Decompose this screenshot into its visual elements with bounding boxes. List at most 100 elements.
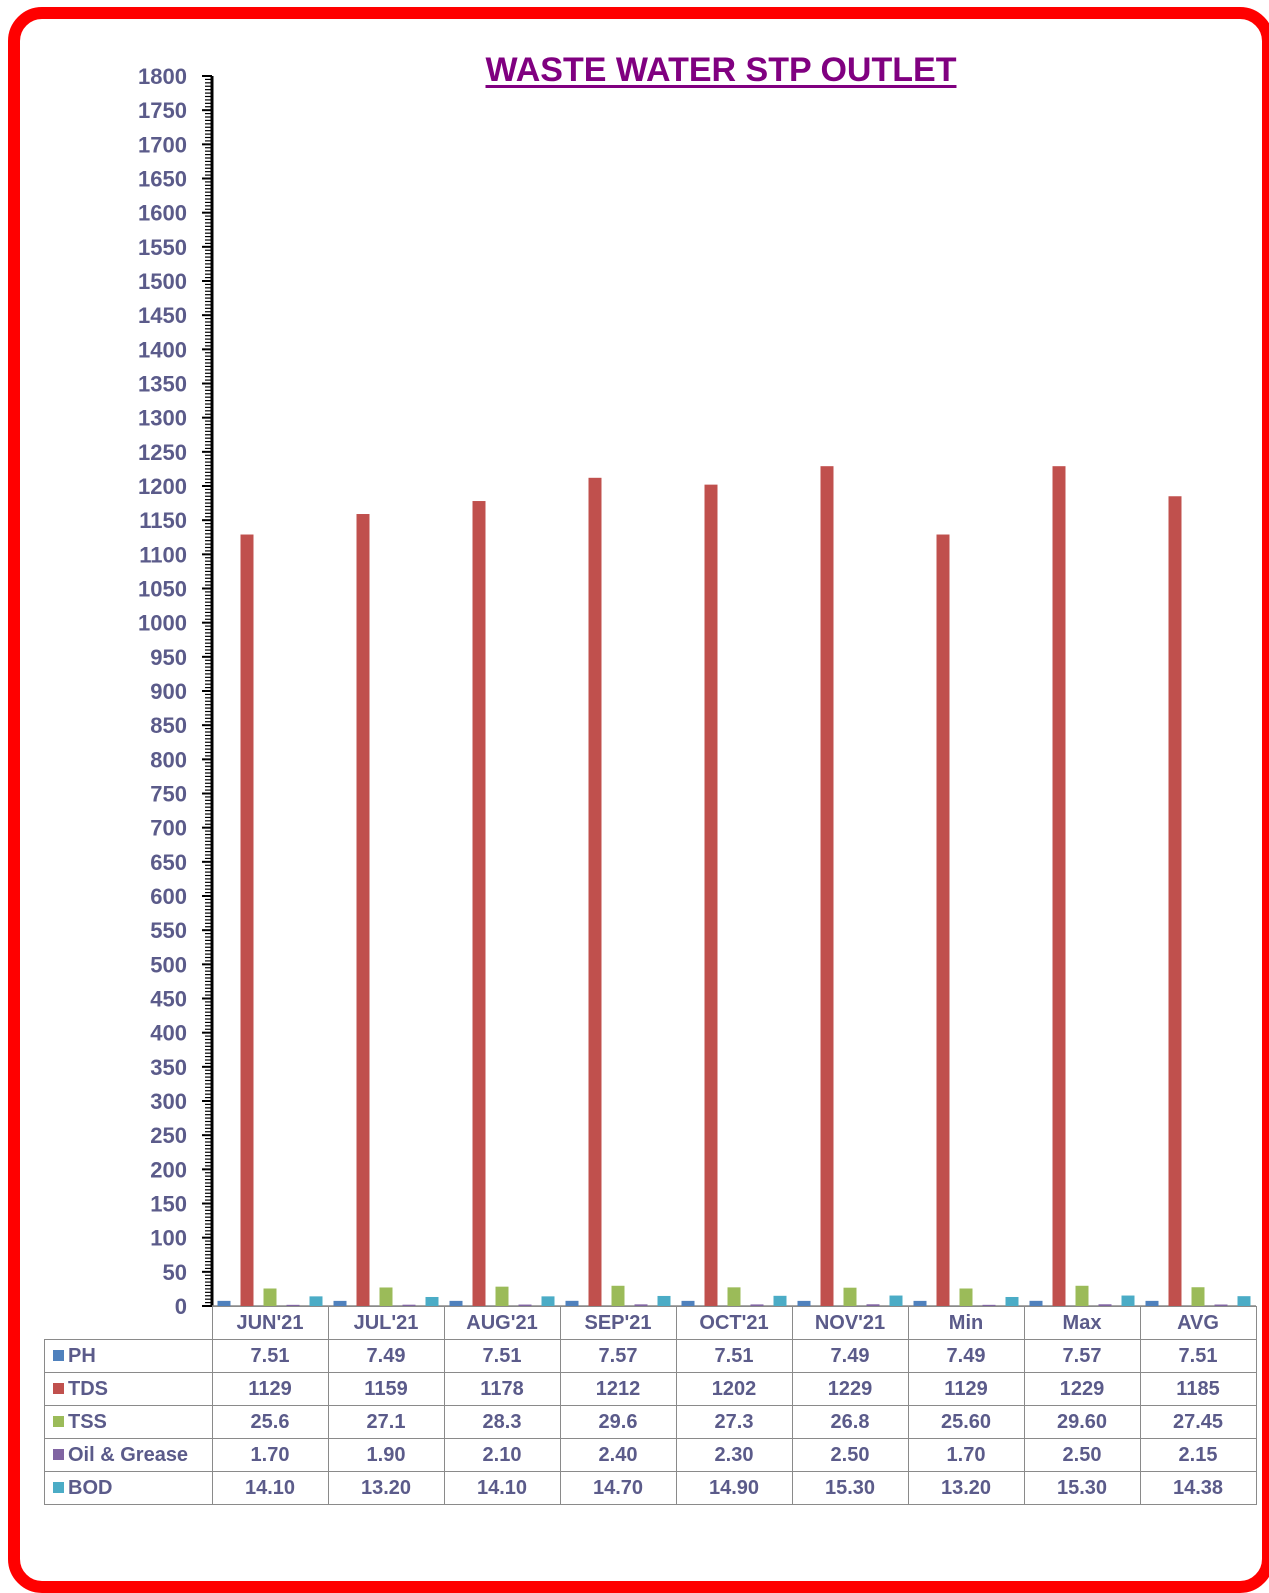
table-row: TDS 1129 1159 1178 1212 1202 1229 1129 1229 1185 <box>44 1372 1257 1406</box>
bar-oil-grease <box>750 1304 764 1306</box>
table-corner-cell <box>44 1306 213 1340</box>
legend-swatch <box>53 1382 64 1394</box>
bar-ph <box>217 1300 231 1306</box>
bar-tss <box>843 1287 857 1306</box>
data-label: 28.3 <box>443 1405 561 1439</box>
data-label: 7.51 <box>675 1339 793 1373</box>
data-label: 1178 <box>443 1372 561 1406</box>
data-label: 25.60 <box>907 1405 1025 1439</box>
data-label: 27.3 <box>675 1405 793 1439</box>
y-tick-label: 150 <box>150 1192 187 1217</box>
chart-title: WASTE WATER STP OUTLET <box>485 51 957 89</box>
data-label: 7.57 <box>559 1339 677 1373</box>
data-label: 15.30 <box>791 1471 909 1505</box>
legend-entry: Oil & Grease <box>44 1438 213 1472</box>
x-tick-label: AVG <box>1139 1306 1257 1340</box>
x-tick-label: AUG'21 <box>443 1306 561 1340</box>
y-tick-label: 800 <box>150 747 187 772</box>
x-tick-label: OCT'21 <box>675 1306 793 1340</box>
y-tick-label: 1650 <box>138 167 187 192</box>
data-label: 7.49 <box>327 1339 445 1373</box>
bar-ph <box>333 1300 347 1306</box>
bar-tss <box>263 1288 277 1306</box>
data-label: 29.6 <box>559 1405 677 1439</box>
bar-tss <box>727 1287 741 1306</box>
bar-bod <box>309 1296 323 1306</box>
y-tick-label: 850 <box>150 713 187 738</box>
data-label: 14.90 <box>675 1471 793 1505</box>
table-row: PH 7.51 7.49 7.51 7.57 7.51 7.49 7.49 7.57 7.51 <box>44 1339 1257 1373</box>
data-label: 7.51 <box>1139 1339 1257 1373</box>
bar-bod <box>1237 1296 1251 1306</box>
data-label: 2.15 <box>1139 1438 1257 1472</box>
legend-entry: BOD <box>44 1471 213 1505</box>
y-tick-label: 650 <box>150 850 187 875</box>
data-label: 1212 <box>559 1372 677 1406</box>
table-row: Oil & Grease 1.70 1.90 2.10 2.40 2.30 2.50 1.70… <box>44 1438 1257 1472</box>
data-label: 7.49 <box>791 1339 909 1373</box>
bar-tss <box>611 1285 625 1306</box>
y-tick-label: 50 <box>163 1260 187 1285</box>
legend-entry: TDS <box>44 1372 213 1406</box>
data-label: 25.6 <box>211 1405 329 1439</box>
bar-oil-grease <box>982 1304 996 1306</box>
y-tick-label: 300 <box>150 1089 187 1114</box>
table-header-row: JUN'21 JUL'21 AUG'21 SEP'21 OCT'21 NOV'21 Min M… <box>44 1306 1257 1340</box>
data-label: 13.20 <box>327 1471 445 1505</box>
x-tick-label: JUL'21 <box>327 1306 445 1340</box>
data-label: 29.60 <box>1023 1405 1141 1439</box>
bar-tds <box>356 514 370 1306</box>
bar-tss <box>379 1287 393 1306</box>
data-table: JUN'21 JUL'21 AUG'21 SEP'21 OCT'21 NOV'21 Min M… <box>44 1306 1257 1505</box>
bar-tds <box>1168 496 1182 1306</box>
data-label: 14.10 <box>211 1471 329 1505</box>
y-tick-label: 1750 <box>138 98 187 123</box>
bar-ph <box>681 1300 695 1306</box>
data-label: 14.38 <box>1139 1471 1257 1505</box>
x-tick-label: NOV'21 <box>791 1306 909 1340</box>
data-label: 1.70 <box>907 1438 1025 1472</box>
y-tick-label: 1050 <box>138 577 187 602</box>
y-tick-label: 1550 <box>138 235 187 260</box>
data-label: 27.1 <box>327 1405 445 1439</box>
y-tick-label: 1250 <box>138 440 187 465</box>
bar-tss <box>1075 1285 1089 1306</box>
bar-bod <box>1005 1296 1019 1306</box>
table-row: BOD 14.10 13.20 14.10 14.70 14.90 15.30 13.20 15… <box>44 1471 1257 1505</box>
bar-tds <box>472 501 486 1306</box>
table-row: TSS 25.6 27.1 28.3 29.6 27.3 26.8 25.60 29.60 27.… <box>44 1405 1257 1439</box>
bar-ph <box>913 1300 927 1306</box>
data-label: 7.51 <box>211 1339 329 1373</box>
data-label: 1229 <box>791 1372 909 1406</box>
legend-label: BOD <box>68 1476 113 1499</box>
bar-ph <box>797 1300 811 1306</box>
bar-tds <box>820 466 834 1306</box>
y-tick-label: 750 <box>150 782 187 807</box>
data-label: 15.30 <box>1023 1471 1141 1505</box>
data-label: 2.40 <box>559 1438 677 1472</box>
y-tick-label: 1600 <box>138 201 187 226</box>
data-label: 1129 <box>907 1372 1025 1406</box>
y-tick-label: 200 <box>150 1157 187 1182</box>
legend-swatch <box>53 1448 64 1460</box>
bar-tss <box>495 1286 509 1306</box>
bar-tds <box>240 534 254 1306</box>
data-label: 7.49 <box>907 1339 1025 1373</box>
bar-ph <box>565 1300 579 1306</box>
y-tick-label: 900 <box>150 679 187 704</box>
y-tick-label: 950 <box>150 645 187 670</box>
data-label: 1.90 <box>327 1438 445 1472</box>
data-label: 1229 <box>1023 1372 1141 1406</box>
y-tick-label: 1300 <box>138 406 187 431</box>
legend-swatch <box>53 1481 64 1493</box>
y-tick-label: 600 <box>150 884 187 909</box>
bar-tds <box>588 477 602 1306</box>
bar-oil-grease <box>866 1304 880 1306</box>
bar-oil-grease <box>1098 1304 1112 1306</box>
bar-bod <box>541 1296 555 1306</box>
y-tick-label: 400 <box>150 1021 187 1046</box>
bar-tss <box>959 1288 973 1306</box>
data-label: 2.50 <box>1023 1438 1141 1472</box>
y-tick-label: 100 <box>150 1226 187 1251</box>
data-label: 14.70 <box>559 1471 677 1505</box>
